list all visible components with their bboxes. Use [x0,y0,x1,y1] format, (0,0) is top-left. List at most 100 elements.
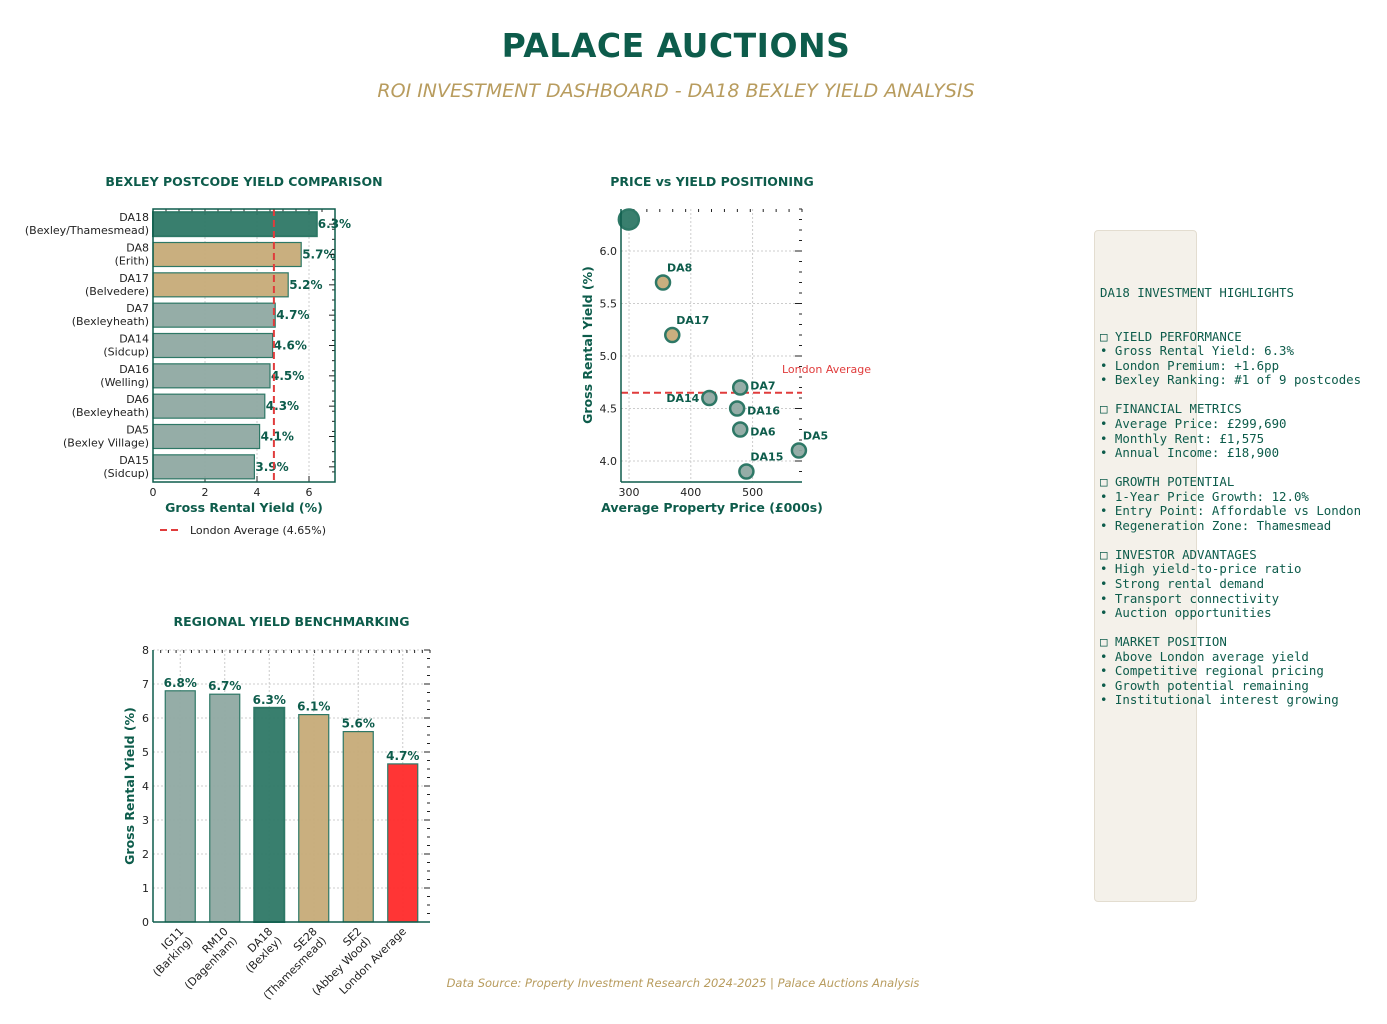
category-label: (Bexleyheath) [72,406,149,419]
bar [298,713,330,923]
highlight-item: • Average Price: £299,690 [1100,416,1361,432]
highlight-item-text: Regeneration Zone: Thamesmead [1114,517,1332,533]
scatter-point [728,400,746,417]
highlight-item: • Annual Income: £18,900 [1100,445,1361,461]
data-label: 4.5% [271,369,304,383]
highlight-item-text: Transport connectivity [1114,590,1280,606]
y-tick-label: 7 [142,678,149,691]
highlight-item-text: Average Price: £299,690 [1114,416,1287,432]
point-label: DA5 [803,430,828,443]
bullet-icon: • [1100,663,1115,679]
section-heading-text: INVESTOR ADVANTAGES [1114,546,1257,562]
bullet-icon: • [1100,343,1115,359]
bullet-icon: • [1100,503,1115,519]
y-tick-label: 8 [142,644,149,657]
bullet-icon: • [1100,357,1115,373]
y-axis-label: Gross Rental Yield (%) [122,707,137,865]
highlight-item: • Growth potential remaining [1100,677,1361,694]
data-label: 6.8% [164,676,197,690]
point-label: DA8 [667,262,692,275]
point-label: DA17 [676,314,709,327]
bar [342,730,374,923]
y-tick-label: 4 [142,780,149,793]
highlights-panel: DA18 INVESTMENT HIGHLIGHTS □ YIELD PERFO… [1100,257,1361,708]
y-tick-label: 3 [142,814,149,827]
bar [164,690,196,923]
category-label: DA14 [119,333,149,346]
bullet-icon: • [1100,488,1115,504]
data-label: 6.3% [253,693,286,707]
highlight-item-text: Strong rental demand [1114,576,1265,592]
highlight-item: • Auction opportunities [1100,605,1361,621]
bullet-icon: • [1100,416,1115,432]
page-subtitle: ROI INVESTMENT DASHBOARD - DA18 BEXLEY Y… [377,80,975,102]
spacer [1107,474,1114,489]
x-tick-label: 6 [306,486,313,499]
category-label: IG11(Barking) [150,925,195,979]
highlight-item: • Competitive regional pricing [1100,664,1361,679]
category-label: DA7 [126,302,149,315]
bar [152,393,266,419]
x-axis-label: Gross Rental Yield (%) [165,500,323,515]
x-tick-label: 0 [150,486,157,499]
section-box-icon: □ [1100,546,1108,562]
spacer [1100,388,1361,403]
y-tick-label: 1 [142,882,149,895]
category-label: (Sidcup) [103,346,149,359]
point-label: DA16 [747,405,780,418]
data-label: 6.1% [297,700,330,714]
section-heading-text: YIELD PERFORMANCE [1114,328,1242,344]
data-label: 4.7% [276,308,309,322]
highlight-item: • Strong rental demand [1100,576,1361,592]
spacer [1100,315,1361,330]
category-label: (Belvedere) [85,285,149,298]
scatter-point [617,208,641,231]
x-tick-label: 2 [202,486,209,499]
bullet-icon: • [1100,430,1115,446]
data-label: 5.7% [302,248,335,262]
highlight-item-text: Auction opportunities [1114,605,1272,621]
highlight-item: • Regeneration Zone: Thamesmead [1100,517,1361,534]
y-tick-label: 4.0 [600,455,618,468]
page-title: PALACE AUCTIONS [501,26,851,65]
y-axis-label: Gross Rental Yield (%) [580,266,595,424]
highlight-item-text: High yield-to-price ratio [1114,561,1302,577]
category-label: DA18 [119,211,149,224]
y-tick-label: 0 [142,916,149,929]
bullet-icon: • [1100,692,1115,708]
highlight-item: • Entry Point: Affordable vs London [1100,504,1361,519]
highlight-item: • Transport connectivity [1100,590,1361,607]
highlight-item-text: Growth potential remaining [1114,677,1309,693]
bullet-icon: • [1100,677,1115,693]
x-axis-label: Average Property Price (£000s) [601,500,823,515]
reference-label: London Average [782,363,871,376]
chart-title: PRICE vs YIELD POSITIONING [610,174,813,189]
scatter-point [738,463,755,480]
data-label: 5.2% [289,278,322,292]
point-label: DA6 [750,426,776,439]
category-label: (Sidcup) [103,467,149,480]
bullet-icon: • [1100,590,1115,606]
bullet-icon: • [1100,648,1115,664]
scatter-point [731,379,749,396]
category-label: DA6 [126,393,149,406]
y-tick-label: 5 [142,746,149,759]
highlight-item-text: Above London average yield [1114,648,1309,664]
bullet-icon: • [1100,445,1115,461]
section-box-icon: □ [1100,401,1108,417]
highlight-item-text: Bexley Ranking: #1 of 9 postcodes [1114,372,1362,388]
spacer [1107,329,1114,344]
plot-frame [152,208,336,483]
x-tick-label: 300 [619,486,640,499]
x-tick-label: 400 [680,486,701,499]
category-label: (Erith) [115,255,149,268]
category-label: DA8 [126,242,149,255]
bullet-icon: • [1100,576,1115,592]
y-tick-label: 5.5 [600,298,618,311]
scatter-point [790,442,808,459]
scatter-point [654,274,672,291]
chart-title: REGIONAL YIELD BENCHMARKING [173,614,409,629]
highlight-item-text: Competitive regional pricing [1114,663,1324,679]
spacer [1100,621,1361,636]
